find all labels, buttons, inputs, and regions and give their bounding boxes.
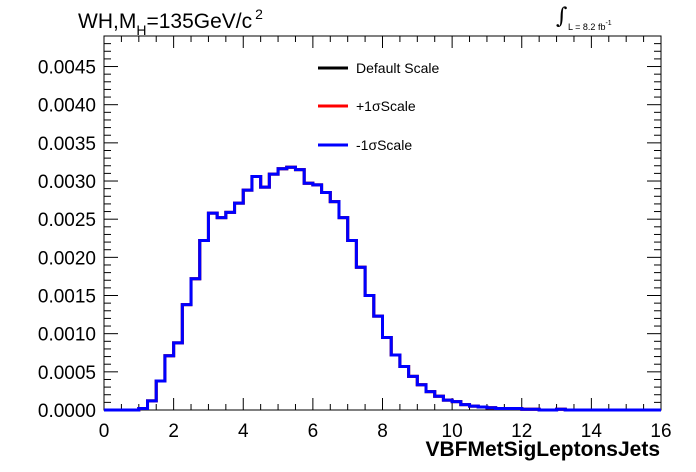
legend-label: +1σScale — [356, 98, 416, 114]
chart-title-rest: =135GeV/c — [146, 10, 253, 33]
plot-frame — [103, 35, 662, 411]
legend-label: -1σScale — [356, 137, 412, 153]
integral-icon: ∫ — [556, 4, 568, 29]
series-line-1 — [104, 165, 661, 412]
y-tick-label: 0.0025 — [38, 210, 96, 231]
y-tick-label: 0.0000 — [38, 401, 96, 422]
y-tick-label: 0.0015 — [38, 287, 96, 308]
y-tick-label: 0.0020 — [38, 248, 96, 269]
y-tick-label: 0.0035 — [38, 134, 96, 155]
x-tick-label: 2 — [168, 421, 179, 442]
x-tick-label: 12 — [511, 421, 532, 442]
chart-title-subscript: H — [136, 22, 147, 38]
y-tick-label: 0.0005 — [38, 363, 96, 384]
y-tick-label: 0.0010 — [38, 325, 96, 346]
legend-label: Default Scale — [356, 60, 439, 76]
x-tick-label: 16 — [650, 421, 671, 442]
x-axis-label: VBFMetSigLeptonsJets — [425, 438, 660, 461]
x-tick-label: 10 — [442, 421, 463, 442]
luminosity-text: L = 8.2 fb — [568, 22, 606, 32]
series-line-0 — [104, 165, 661, 412]
chart-title-main: WH,M — [78, 10, 137, 33]
chart-title: WH,MH=135GeV/c 2 — [78, 6, 263, 38]
x-tick-label: 6 — [308, 421, 319, 442]
y-tick-label: 0.0030 — [38, 172, 96, 193]
series-line-2 — [104, 165, 661, 412]
luminosity-exponent: -1 — [605, 20, 612, 27]
y-tick-label: 0.0045 — [38, 58, 96, 79]
y-tick-label: 0.0040 — [38, 96, 96, 117]
x-tick-label: 8 — [377, 421, 388, 442]
x-tick-label: 4 — [238, 421, 249, 442]
x-tick-label: 14 — [581, 421, 603, 442]
x-tick-label: 0 — [99, 421, 110, 442]
chart-title-superscript: 2 — [255, 6, 263, 22]
